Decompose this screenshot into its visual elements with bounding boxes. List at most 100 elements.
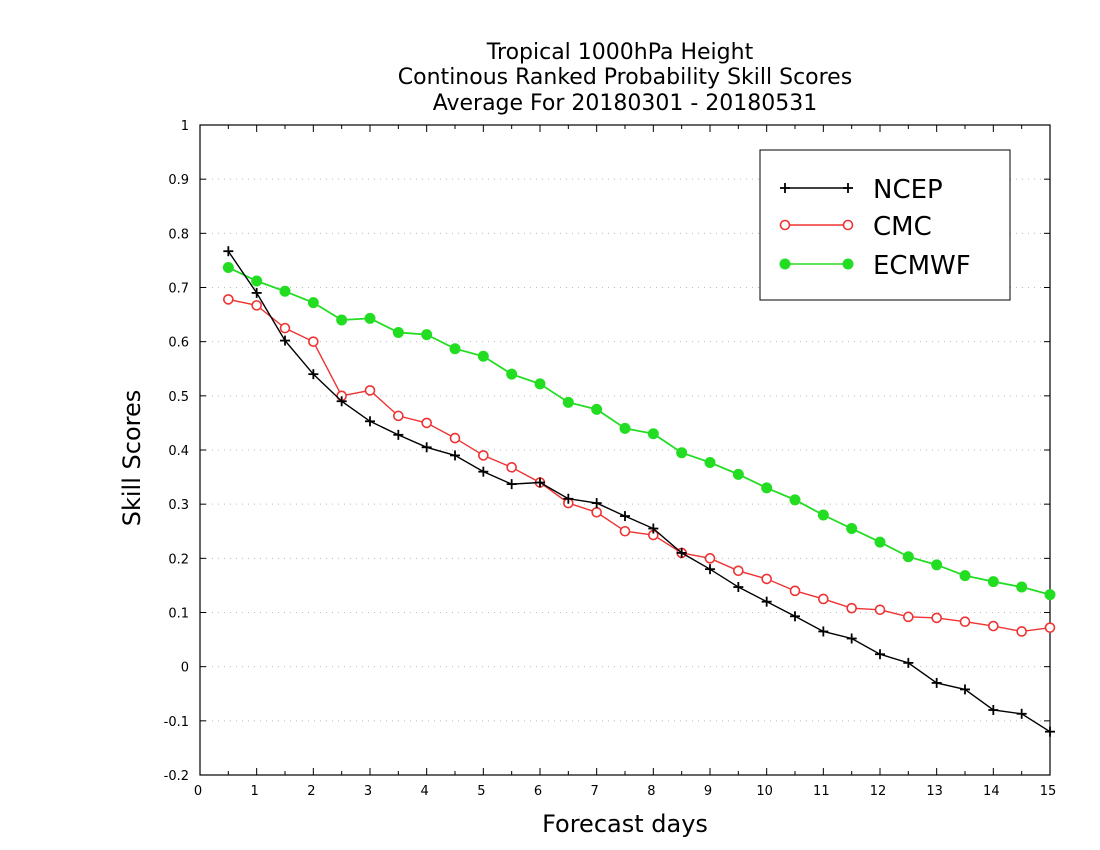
data-point-ecmwf <box>959 570 971 582</box>
data-point-ecmwf <box>732 468 744 480</box>
data-point-ecmwf <box>902 551 914 563</box>
data-point-ncep <box>903 657 914 668</box>
data-point-ecmwf <box>307 297 319 309</box>
data-point-ncep <box>648 523 659 534</box>
legend: NCEP CMC ECMWF <box>759 149 1011 301</box>
chart-title-line-3: Average For 20180301 - 20180531 <box>433 91 818 116</box>
data-point-cmc <box>733 565 744 577</box>
y-tick-label: 0.4 <box>168 444 189 459</box>
legend-item-cmc: CMC <box>779 212 932 242</box>
data-point-ecmwf <box>222 261 234 273</box>
data-point-ecmwf <box>392 326 404 338</box>
legend-marker-cmc <box>779 219 791 231</box>
series-ncep <box>223 246 1055 737</box>
y-tick-label: 0.7 <box>168 282 189 297</box>
data-point-ecmwf <box>817 509 829 521</box>
data-point-cmc <box>789 585 801 597</box>
x-tick-label: 11 <box>813 784 830 799</box>
legend-label-cmc: CMC <box>873 212 932 242</box>
data-point-cmc <box>279 322 291 334</box>
data-point-ncep <box>818 626 829 637</box>
data-point-ncep <box>790 611 800 622</box>
y-tick-label: 0 <box>181 661 189 676</box>
data-point-ecmwf <box>421 329 433 341</box>
series-ecmwf <box>222 261 1056 601</box>
data-point-cmc <box>364 385 376 396</box>
legend-item-ecmwf: ECMWF <box>779 251 971 281</box>
data-point-ncep <box>846 633 857 644</box>
data-point-ecmwf <box>846 523 858 535</box>
data-point-ecmwf <box>704 456 716 468</box>
series-line-ecmwf <box>227 266 1051 596</box>
chart-title-line-2: Continous Ranked Probability Skill Score… <box>398 65 852 90</box>
y-axis-title: Skill Scores <box>118 390 146 527</box>
legend-item-ncep: NCEP <box>780 175 943 205</box>
x-tick-label: 7 <box>591 784 599 799</box>
data-point-ecmwf <box>619 422 631 434</box>
y-tick-label: 0.8 <box>168 227 189 242</box>
data-point-cmc <box>959 616 971 628</box>
series-cmc <box>223 294 1056 637</box>
data-point-cmc <box>619 525 631 537</box>
y-tick-label: 0.9 <box>168 173 189 188</box>
legend-marker-ncep <box>780 183 790 193</box>
data-point-ncep <box>450 450 460 461</box>
data-point-ncep <box>336 396 347 407</box>
legend-marker-cmc <box>842 219 854 231</box>
data-point-ncep <box>478 466 489 477</box>
data-point-cmc <box>251 300 262 311</box>
data-point-ecmwf <box>591 403 603 415</box>
data-point-ecmwf <box>251 275 263 287</box>
data-point-ncep <box>365 416 375 427</box>
series-line-cmc <box>228 298 1051 633</box>
data-point-ecmwf <box>874 536 886 548</box>
data-point-ncep <box>875 649 885 660</box>
data-point-ncep <box>1045 726 1055 737</box>
x-tick-label: 13 <box>926 784 943 799</box>
data-point-ecmwf <box>647 428 659 440</box>
x-axis-title: Forecast days <box>542 810 708 838</box>
data-point-cmc <box>421 417 432 429</box>
data-point-cmc <box>818 593 829 605</box>
y-tick-label: -0.2 <box>164 769 189 784</box>
legend-label-ncep: NCEP <box>873 175 943 205</box>
data-point-cmc <box>449 432 461 444</box>
legend-marker-ecmwf <box>779 258 791 270</box>
data-point-cmc <box>1044 622 1056 633</box>
x-tick-label: 1 <box>251 784 259 799</box>
legend-marker-ecmwf <box>842 258 854 270</box>
data-point-ncep <box>393 429 404 440</box>
x-tick-label: 5 <box>477 784 485 799</box>
chart-title: Tropical 1000hPa Height Continous Ranked… <box>398 40 852 116</box>
data-point-ecmwf <box>761 482 773 494</box>
x-tick-label: 6 <box>534 784 542 799</box>
data-point-cmc <box>846 602 857 614</box>
y-tick-label: 0.1 <box>168 607 189 622</box>
data-point-ncep <box>620 511 630 522</box>
data-point-ecmwf <box>364 312 376 324</box>
data-point-ncep <box>733 582 744 593</box>
y-tick-label: 0.5 <box>168 390 189 405</box>
data-point-cmc <box>704 553 716 564</box>
data-point-cmc <box>393 410 404 422</box>
data-point-cmc <box>223 294 234 305</box>
data-point-ecmwf <box>336 314 348 326</box>
data-point-ncep <box>251 287 262 298</box>
data-point-ecmwf <box>506 368 518 380</box>
data-point-ecmwf <box>534 378 546 390</box>
data-point-cmc <box>1016 626 1027 637</box>
data-point-cmc <box>874 604 886 616</box>
x-tick-label: 9 <box>704 784 712 799</box>
data-point-cmc <box>591 506 602 518</box>
data-point-ncep <box>591 498 602 509</box>
data-point-ecmwf <box>789 494 801 506</box>
y-tick-label: 0.6 <box>168 336 189 351</box>
data-point-ncep <box>676 547 687 558</box>
x-tick-label: 4 <box>421 784 429 799</box>
plot-series <box>222 246 1056 737</box>
x-tick-label: 12 <box>870 784 887 799</box>
x-tick-label: 0 <box>194 784 202 799</box>
y-tick-label: 0.2 <box>168 552 189 567</box>
data-point-cmc <box>478 450 489 461</box>
